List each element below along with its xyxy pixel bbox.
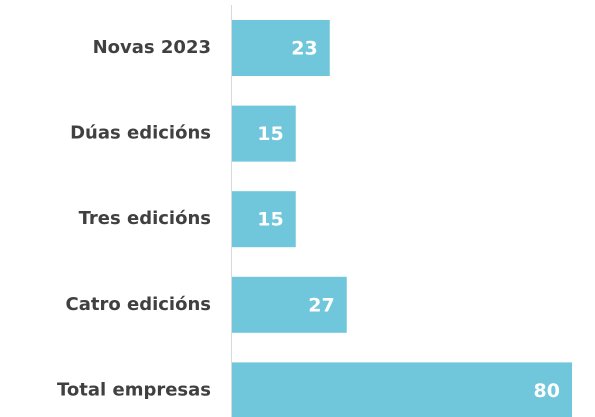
value-label: 23 <box>291 38 317 60</box>
bar <box>232 276 347 333</box>
value-label: 80 <box>534 380 560 402</box>
value-label: 15 <box>257 123 283 145</box>
bar <box>232 20 330 76</box>
category-label: Total empresas <box>57 379 211 400</box>
bar <box>232 191 296 248</box>
category-label: Tres edicións <box>79 208 211 229</box>
bar <box>232 362 572 417</box>
category-label: Dúas edicións <box>70 123 211 144</box>
category-label: Catro edicións <box>66 294 211 315</box>
bar <box>232 105 296 162</box>
value-label: 15 <box>257 209 283 231</box>
value-label: 27 <box>308 294 334 316</box>
category-label: Novas 2023 <box>93 37 211 58</box>
